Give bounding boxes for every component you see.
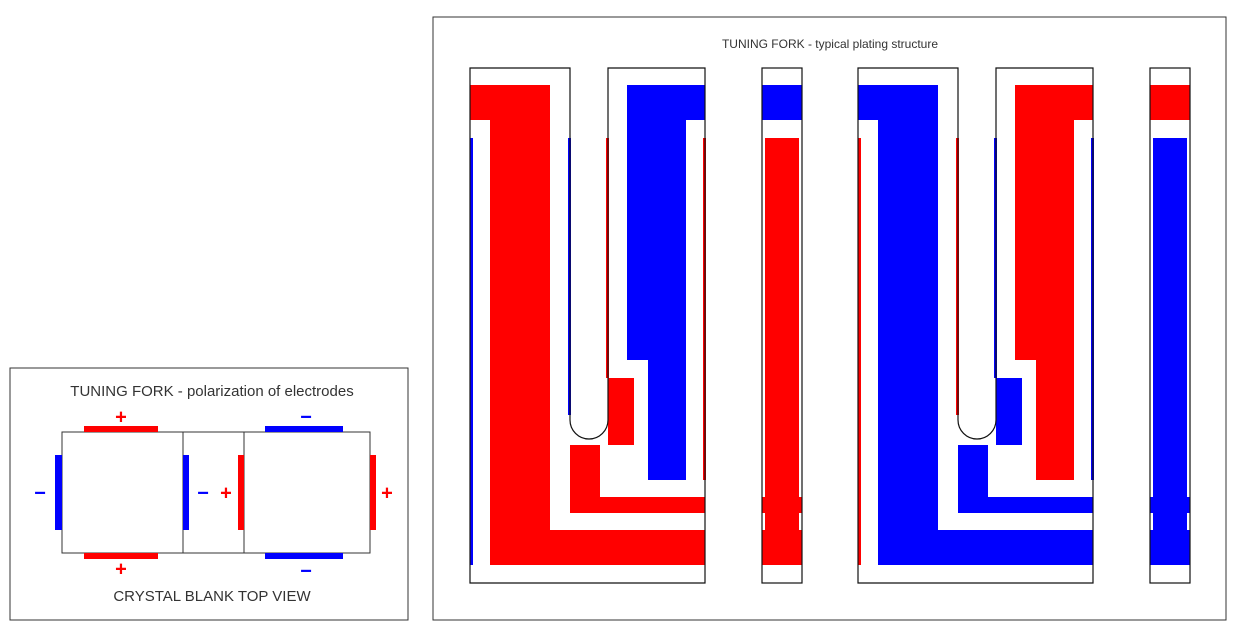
electrode — [238, 455, 244, 530]
electrode — [84, 553, 158, 559]
sign: − — [300, 560, 312, 582]
sign: − — [197, 482, 209, 504]
electrode — [84, 426, 158, 432]
electrode — [183, 455, 189, 530]
panel-title: TUNING FORK - typical plating structure — [722, 37, 938, 51]
electrode — [265, 553, 343, 559]
panel-title: TUNING FORK - polarization of electrodes — [70, 383, 353, 400]
sign: + — [381, 482, 393, 504]
sign: + — [220, 482, 232, 504]
blank-outline — [61, 431, 371, 554]
sign: − — [34, 482, 46, 504]
sign: + — [115, 406, 127, 428]
electrode — [370, 455, 376, 530]
panel-caption: CRYSTAL BLANK TOP VIEW — [113, 588, 311, 605]
plating-panel — [432, 16, 1227, 621]
sign: + — [115, 558, 127, 580]
electrode — [265, 426, 343, 432]
electrode — [55, 455, 62, 530]
sign: − — [300, 406, 312, 428]
